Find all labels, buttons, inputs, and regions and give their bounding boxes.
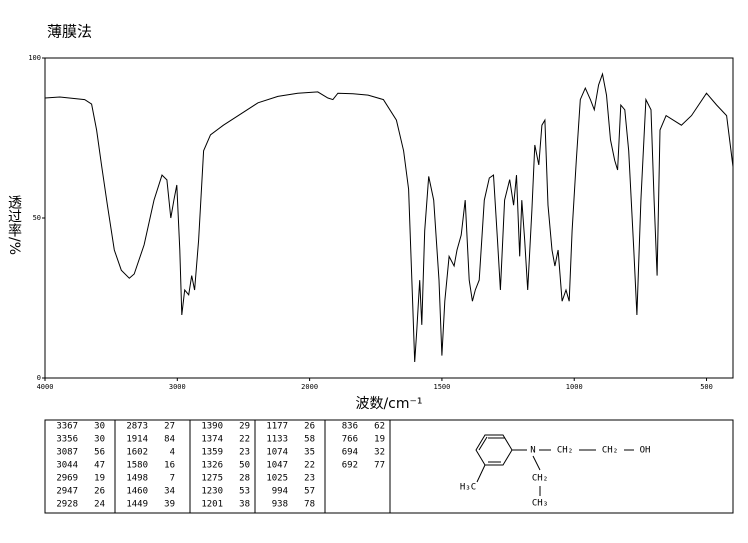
x-tick-label: 3000 bbox=[169, 383, 186, 391]
x-tick-label: 2000 bbox=[301, 383, 318, 391]
atom-label: CH₃ bbox=[532, 499, 548, 509]
peak-transmittance: 62 bbox=[374, 422, 385, 432]
peak-transmittance: 34 bbox=[164, 487, 175, 497]
chart-title: 薄膜法 bbox=[47, 23, 92, 41]
peak-wavenumber: 3087 bbox=[56, 448, 78, 458]
peak-wavenumber: 2969 bbox=[56, 474, 78, 484]
peak-wavenumber: 1275 bbox=[201, 474, 223, 484]
peak-wavenumber: 994 bbox=[272, 487, 288, 497]
peak-transmittance: 19 bbox=[94, 474, 105, 484]
peak-wavenumber: 1047 bbox=[266, 461, 288, 471]
peak-wavenumber: 1326 bbox=[201, 461, 223, 471]
peak-transmittance: 30 bbox=[94, 435, 105, 445]
peak-transmittance: 35 bbox=[304, 448, 315, 458]
peak-transmittance: 39 bbox=[164, 500, 175, 510]
peak-wavenumber: 1390 bbox=[201, 422, 223, 432]
peak-wavenumber: 938 bbox=[272, 500, 288, 510]
peak-wavenumber: 1449 bbox=[126, 500, 148, 510]
peak-wavenumber: 1580 bbox=[126, 461, 148, 471]
peak-wavenumber: 1133 bbox=[266, 435, 288, 445]
peak-wavenumber: 694 bbox=[342, 448, 358, 458]
peak-wavenumber: 1460 bbox=[126, 487, 148, 497]
peak-transmittance: 27 bbox=[164, 422, 175, 432]
plot-frame bbox=[44, 57, 734, 379]
peak-wavenumber: 3356 bbox=[56, 435, 78, 445]
atom-label: OH bbox=[640, 446, 651, 456]
peak-wavenumber: 1359 bbox=[201, 448, 223, 458]
peak-wavenumber: 1025 bbox=[266, 474, 288, 484]
table-dividers bbox=[114, 420, 391, 513]
peak-transmittance: 24 bbox=[94, 500, 105, 510]
peak-transmittance: 22 bbox=[239, 435, 250, 445]
peak-transmittance: 38 bbox=[239, 500, 250, 510]
x-tick-label: 1500 bbox=[433, 383, 450, 391]
peak-transmittance: 26 bbox=[94, 487, 105, 497]
peak-transmittance: 23 bbox=[304, 474, 315, 484]
atom-label: H₃C bbox=[460, 483, 476, 493]
structure-bonds bbox=[475, 434, 634, 496]
peak-transmittance: 28 bbox=[239, 474, 250, 484]
peak-wavenumber: 2873 bbox=[126, 422, 148, 432]
peak-wavenumber: 1914 bbox=[126, 435, 148, 445]
peak-wavenumber: 1201 bbox=[201, 500, 223, 510]
x-tick-label: 4000 bbox=[37, 383, 54, 391]
peak-wavenumber: 692 bbox=[342, 461, 358, 471]
peak-wavenumber: 1602 bbox=[126, 448, 148, 458]
peak-transmittance: 30 bbox=[94, 422, 105, 432]
peak-transmittance: 29 bbox=[239, 422, 250, 432]
peak-wavenumber: 3044 bbox=[56, 461, 78, 471]
peak-transmittance: 22 bbox=[304, 461, 315, 471]
peak-transmittance: 53 bbox=[239, 487, 250, 497]
peak-transmittance: 57 bbox=[304, 487, 315, 497]
y-tick-label: 50 bbox=[33, 214, 41, 222]
peak-transmittance: 77 bbox=[374, 461, 385, 471]
peak-transmittance: 7 bbox=[170, 474, 175, 484]
peak-wavenumber: 2928 bbox=[56, 500, 78, 510]
peak-transmittance: 4 bbox=[170, 448, 175, 458]
peak-transmittance: 50 bbox=[239, 461, 250, 471]
atom-label: CH₂ bbox=[602, 446, 618, 456]
x-tick-label: 1000 bbox=[566, 383, 583, 391]
atom-label: CH₂ bbox=[532, 474, 548, 484]
x-tick-label: 500 bbox=[700, 383, 713, 391]
peak-transmittance: 19 bbox=[374, 435, 385, 445]
peak-wavenumber: 1498 bbox=[126, 474, 148, 484]
peak-wavenumber: 3367 bbox=[56, 422, 78, 432]
y-tick-label: 0 bbox=[37, 374, 41, 382]
peak-wavenumber: 1374 bbox=[201, 435, 223, 445]
peak-wavenumber: 1074 bbox=[266, 448, 288, 458]
peak-wavenumber: 2947 bbox=[56, 487, 78, 497]
peak-transmittance: 23 bbox=[239, 448, 250, 458]
peak-transmittance: 16 bbox=[164, 461, 175, 471]
peak-transmittance: 78 bbox=[304, 500, 315, 510]
y-axis-label: 透过率/% bbox=[6, 195, 22, 255]
peak-wavenumber: 1177 bbox=[266, 422, 288, 432]
peak-wavenumber: 836 bbox=[342, 422, 358, 432]
peak-transmittance: 58 bbox=[304, 435, 315, 445]
peak-transmittance: 84 bbox=[164, 435, 175, 445]
spectrum-line bbox=[44, 72, 734, 363]
y-tick-label: 100 bbox=[28, 54, 41, 62]
atom-label: N bbox=[530, 446, 535, 456]
atom-label: CH₂ bbox=[557, 446, 573, 456]
x-axis-label: 波数/cm⁻¹ bbox=[355, 396, 422, 412]
peak-transmittance: 32 bbox=[374, 448, 385, 458]
peak-transmittance: 26 bbox=[304, 422, 315, 432]
table-frame bbox=[44, 419, 734, 514]
peak-wavenumber: 766 bbox=[342, 435, 358, 445]
peak-wavenumber: 1230 bbox=[201, 487, 223, 497]
peak-transmittance: 47 bbox=[94, 461, 105, 471]
peak-transmittance: 56 bbox=[94, 448, 105, 458]
